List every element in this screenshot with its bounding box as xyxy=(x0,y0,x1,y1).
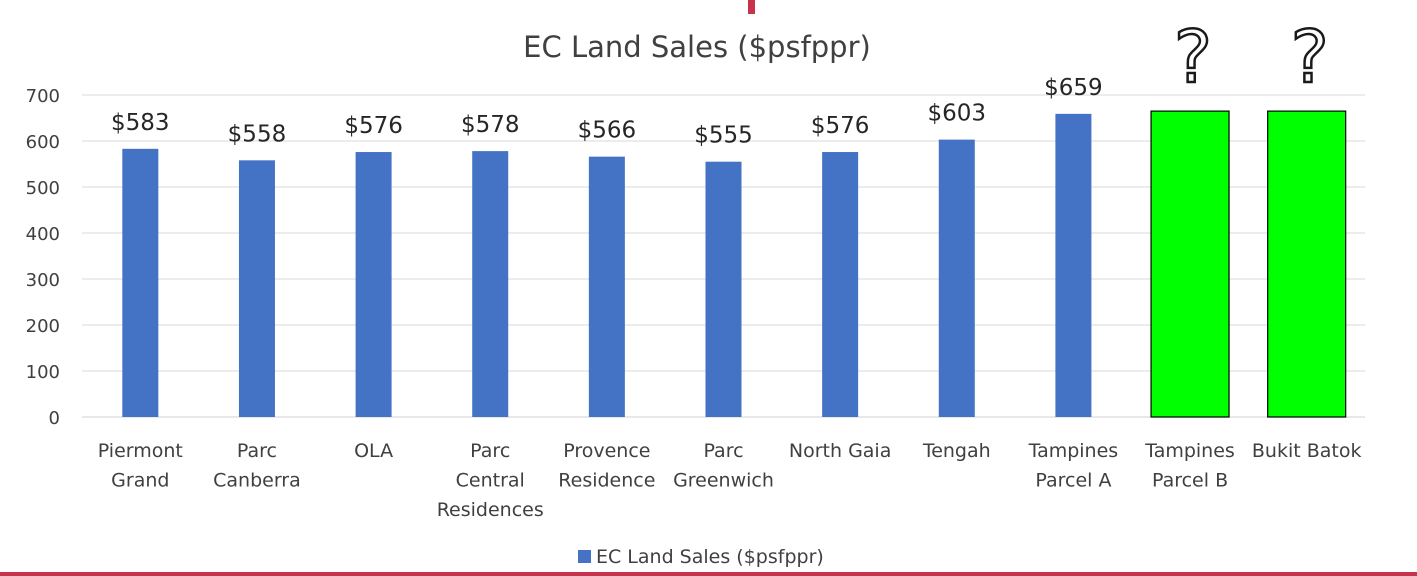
data-label: $576 xyxy=(811,113,870,139)
bar xyxy=(355,152,392,418)
x-tick-label: Parc Central Residences xyxy=(437,440,544,521)
x-tick-label: Bukit Batok xyxy=(1252,440,1362,462)
y-tick-label: 400 xyxy=(26,224,60,245)
bar xyxy=(238,160,275,417)
y-tick-label: 200 xyxy=(26,316,60,337)
x-tick-label: Piermont Grand xyxy=(98,440,183,492)
y-tick-label: 700 xyxy=(26,86,60,107)
x-tick-label: Tampines Parcel B xyxy=(1144,440,1235,492)
y-axis-ticks: 0 100 200 300 400 500 600 700 xyxy=(26,86,60,429)
y-tick-label: 500 xyxy=(26,178,60,199)
y-tick-label: 600 xyxy=(26,132,60,153)
x-tick-label: Provence Residence xyxy=(558,440,655,492)
data-label: $583 xyxy=(111,110,170,136)
x-tick-label: Parc Greenwich xyxy=(673,440,774,492)
data-label: $576 xyxy=(344,113,403,139)
chart-title: EC Land Sales ($psfppr) xyxy=(523,30,871,64)
question-mark-label: ? xyxy=(1291,15,1329,99)
bar xyxy=(1150,110,1230,418)
data-label: $555 xyxy=(694,123,753,149)
legend-label: EC Land Sales ($psfppr) xyxy=(596,546,824,568)
x-tick-label: OLA xyxy=(354,440,393,462)
question-mark-label: ? xyxy=(1174,15,1212,99)
bar xyxy=(822,152,859,418)
data-label: $578 xyxy=(461,112,520,138)
x-tick-label: Tengah xyxy=(922,440,991,462)
data-label: $603 xyxy=(927,101,986,127)
data-label: $566 xyxy=(578,118,637,144)
bottom-red-rule xyxy=(0,572,1417,576)
x-tick-label: Tampines Parcel A xyxy=(1028,440,1119,492)
bar xyxy=(122,148,159,417)
data-label: $659 xyxy=(1044,75,1103,101)
legend-swatch xyxy=(578,550,591,563)
y-tick-label: 100 xyxy=(26,362,60,383)
top-red-marker xyxy=(748,0,755,14)
bar xyxy=(472,151,509,417)
x-axis-ticks: Piermont Grand Parc Canberra OLA Parc Central R… xyxy=(98,440,1362,521)
legend: EC Land Sales ($psfppr) xyxy=(578,546,824,568)
y-tick-label: 300 xyxy=(26,270,60,291)
bar xyxy=(588,156,625,417)
bars xyxy=(122,110,1347,418)
data-label: $558 xyxy=(228,121,287,147)
x-tick-label: North Gaia xyxy=(789,440,891,462)
data-labels: $583 $558 $576 $578 $566 $555 $576 $603 $659?? xyxy=(111,14,1330,149)
bar xyxy=(1267,110,1347,418)
bar xyxy=(938,139,975,417)
x-tick-label: Parc Canberra xyxy=(213,440,301,492)
bar xyxy=(705,161,742,417)
bar xyxy=(1055,113,1092,418)
y-tick-label: 0 xyxy=(49,408,60,429)
